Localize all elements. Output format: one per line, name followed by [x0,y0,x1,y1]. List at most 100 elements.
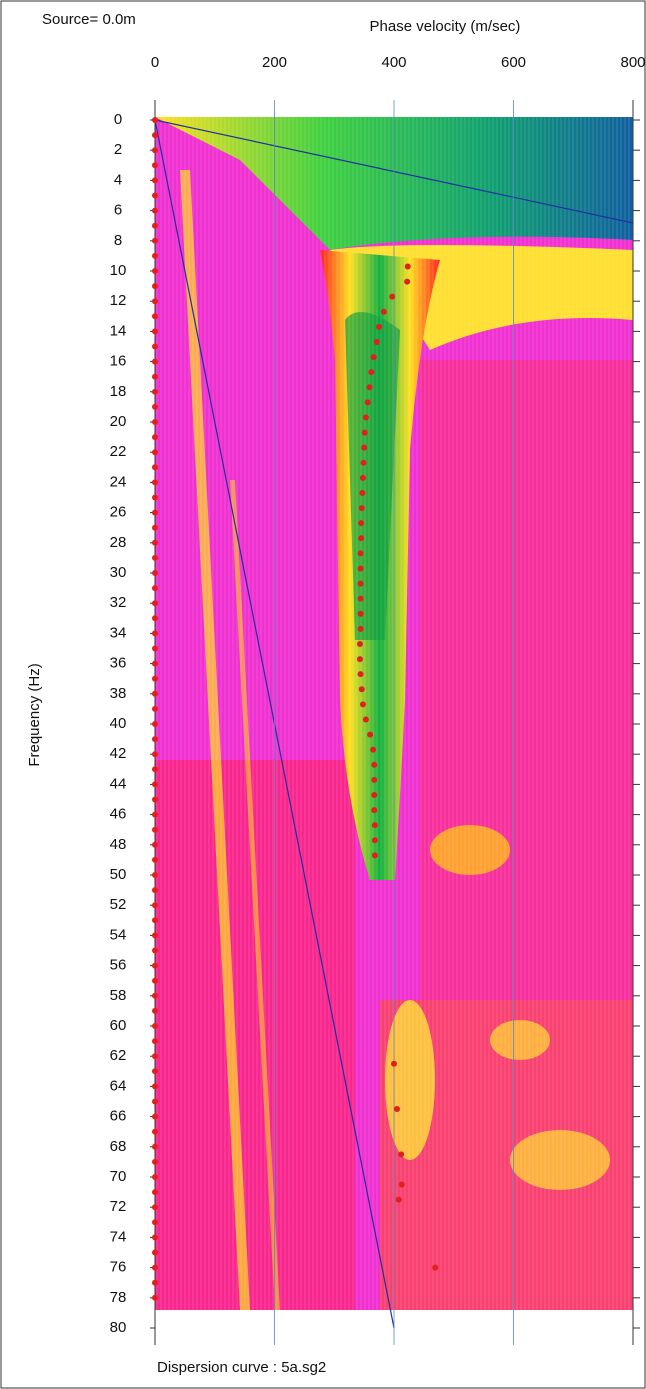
y-tick-label: 60 [110,1017,127,1034]
caption: Dispersion curve : 5a.sg2 [157,1359,326,1376]
x-tick-label: 0 [151,54,159,71]
dispersion-point [152,766,158,773]
dispersion-point [152,856,158,863]
dispersion-point [152,736,158,743]
dispersion-point [152,1128,158,1135]
dispersion-point [398,1181,405,1188]
dispersion-point [362,716,369,723]
y-tick-label: 56 [110,957,127,974]
dispersion-point [152,479,158,486]
dispersion-point [152,132,158,139]
dispersion-point [391,1060,397,1067]
dispersion-point [404,263,411,270]
y-tick-label: 0 [114,111,122,128]
dispersion-point [152,373,158,380]
y-tick-label: 70 [110,1168,127,1185]
y-tick-label: 54 [110,926,127,943]
y-tick-label: 68 [110,1138,127,1155]
dispersion-point [152,932,158,939]
dispersion-point [152,811,158,818]
dispersion-point [357,625,364,632]
dispersion-point [357,580,364,587]
dispersion-point [370,746,377,753]
y-tick-label: 6 [114,202,122,219]
dispersion-point [152,781,158,788]
dispersion-point [152,1053,158,1060]
dispersion-point [152,1068,158,1075]
dispersion-point [152,675,158,682]
dispersion-point [152,1143,158,1150]
dispersion-point [152,841,158,848]
x-axis-title: Phase velocity (m/sec) [370,18,521,35]
dispersion-point [152,1279,158,1286]
dispersion-point [152,207,158,214]
dispersion-point [152,343,158,350]
dispersion-point [371,791,378,798]
dispersion-point [359,474,366,481]
y-tick-label: 62 [110,1047,127,1064]
dispersion-point [152,1174,158,1180]
dispersion-point [404,278,411,285]
dispersion-point [361,444,368,451]
dispersion-point [152,1007,158,1014]
dispersion-point [393,1106,400,1113]
y-tick-label: 2 [114,141,122,158]
y-tick-label: 40 [110,715,127,732]
dispersion-point [361,429,368,436]
dispersion-point [357,595,364,602]
dispersion-point [152,1098,158,1105]
dispersion-point [432,1264,439,1271]
y-tick-label: 76 [110,1259,127,1276]
x-tick-label: 200 [262,54,287,71]
dispersion-point [368,369,375,376]
y-tick-label: 42 [110,745,127,762]
source-label: Source= 0.0m [42,11,136,28]
dispersion-point [152,872,158,878]
dispersion-point [371,807,378,814]
dispersion-point [152,630,158,637]
dispersion-point [152,796,158,803]
y-tick-label: 44 [110,775,127,792]
dispersion-point [358,520,365,527]
dispersion-point [152,570,158,576]
dispersion-point [356,656,363,663]
dispersion-point [371,837,378,844]
dispersion-point [152,539,158,546]
y-tick-label: 48 [110,836,127,853]
dispersion-point [152,388,158,395]
dispersion-point [152,192,158,199]
dispersion-point [152,1249,158,1256]
dispersion-point [152,1113,158,1120]
y-tick-label: 36 [110,655,127,672]
dispersion-point [359,489,366,496]
dispersion-point [152,1038,158,1045]
dispersion-point [152,237,158,244]
dispersion-point [152,992,158,999]
dispersion-point [152,494,158,501]
y-tick-label: 72 [110,1198,127,1215]
dispersion-point [373,338,380,345]
dispersion-point [152,705,158,712]
y-tick-label: 16 [110,353,127,370]
dispersion-point [389,293,396,300]
y-tick-label: 64 [110,1077,127,1094]
dispersion-point [152,600,158,607]
dispersion-point [152,147,158,154]
y-tick-label: 50 [110,866,127,883]
dispersion-point [152,751,158,758]
dispersion-point [152,977,158,984]
dispersion-point [152,403,158,410]
dispersion-point [152,585,158,592]
dispersion-point [152,464,158,471]
x-tick-label: 600 [501,54,526,71]
dispersion-point [152,298,158,305]
dispersion-point [360,459,367,466]
y-tick-label: 78 [110,1289,127,1306]
dispersion-point [371,776,378,783]
dispersion-point [152,917,158,924]
dispersion-point [152,222,158,229]
y-axis-title: Frequency (Hz) [26,663,43,766]
dispersion-point [152,1264,158,1271]
dispersion-point [358,535,365,542]
